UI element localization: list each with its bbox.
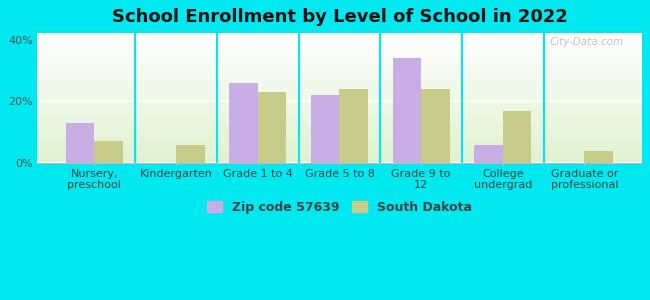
Title: School Enrollment by Level of School in 2022: School Enrollment by Level of School in … (112, 8, 567, 26)
Bar (229, 83, 258, 163)
Bar (339, 89, 368, 163)
Bar (258, 92, 287, 163)
Bar (584, 151, 613, 163)
Legend: Zip code 57639, South Dakota: Zip code 57639, South Dakota (202, 196, 477, 219)
Bar (503, 111, 532, 163)
Bar (94, 141, 123, 163)
Text: City-Data.com: City-Data.com (549, 37, 623, 47)
Bar (176, 145, 205, 163)
Bar (66, 123, 94, 163)
Bar (311, 95, 339, 163)
Bar (393, 58, 421, 163)
Bar (421, 89, 450, 163)
Bar (474, 145, 503, 163)
